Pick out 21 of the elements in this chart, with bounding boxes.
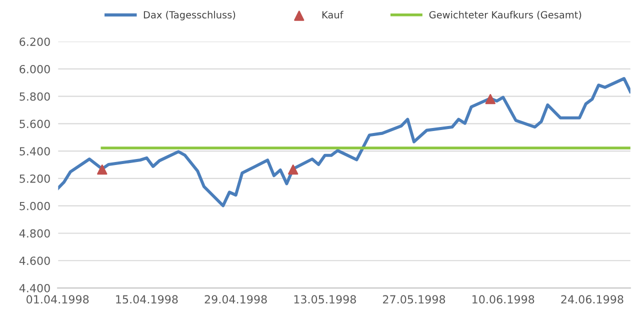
y-tick-label: 4.400	[19, 284, 50, 292]
x-tick-label: 24.06.1998	[561, 295, 624, 304]
y-tick-label: 5.200	[20, 174, 50, 183]
x-tick-label: 13.05.1998	[294, 295, 356, 304]
y-tick-label: 4.600	[19, 256, 50, 265]
y-tick-label: 5.400	[20, 147, 50, 156]
y-tick-label: 5.600	[20, 120, 50, 128]
x-tick-label: 15.04.1998	[116, 295, 178, 304]
legend-label: Dax (Tagesschluss)	[144, 10, 236, 20]
y-tick-label: 5.800	[20, 92, 50, 101]
y-tick-label: 6.200	[20, 38, 50, 46]
x-tick-label: 01.04.1998	[26, 295, 89, 304]
y-tick-label: 4.800	[19, 229, 50, 238]
x-tick-label: 10.06.1998	[472, 295, 534, 304]
y-tick-label: 5.000	[20, 202, 50, 210]
y-tick-label: 6.000	[20, 64, 50, 74]
legend-label: Kauf	[322, 10, 344, 18]
x-tick-label: 29.04.1998	[204, 295, 267, 304]
x-tick-label: 27.05.1998	[383, 295, 446, 304]
legend-label: Gewichteter Kaufkurs (Gesamt)	[429, 10, 582, 20]
line-series	[58, 77, 630, 208]
